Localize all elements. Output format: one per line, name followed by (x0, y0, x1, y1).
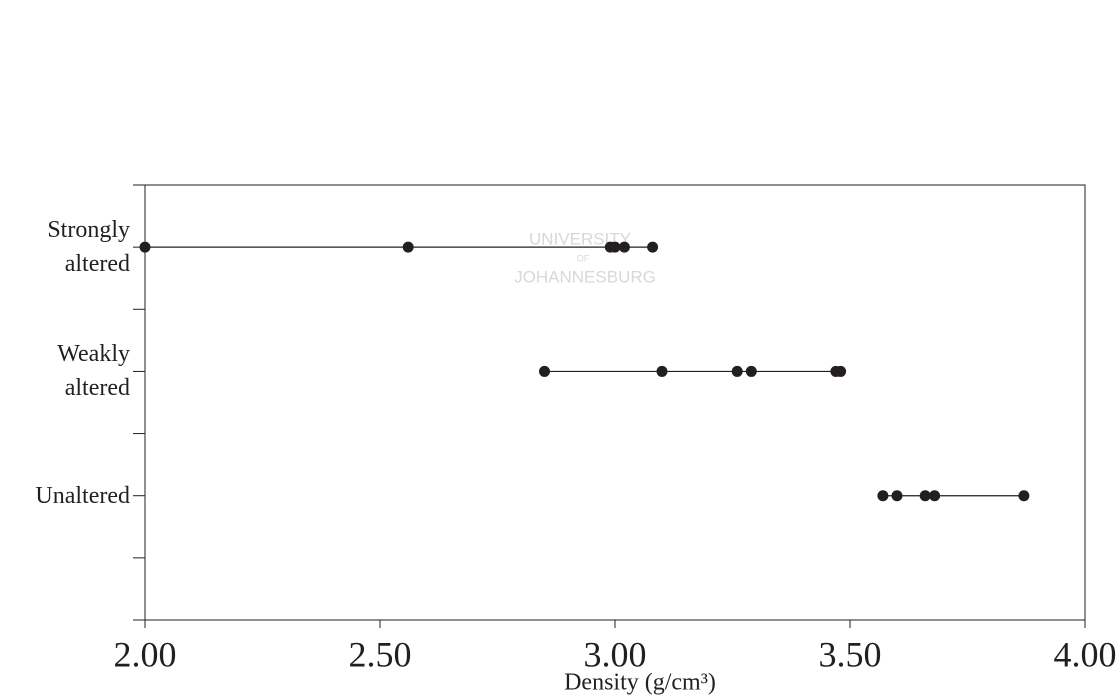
category-label: Strongly altered (47, 217, 130, 278)
data-point (402, 241, 414, 253)
data-point (647, 241, 659, 253)
data-point (731, 365, 743, 377)
data-point (877, 490, 889, 502)
x-tick-label: 3.50 (819, 634, 882, 674)
data-point (919, 490, 931, 502)
data-point (618, 241, 630, 253)
category-label: Weakly altered (57, 341, 130, 402)
data-point (539, 365, 550, 377)
data-point (139, 241, 151, 253)
x-tick-label: 3.00 (584, 634, 647, 674)
x-tick-label: 4.00 (1054, 634, 1117, 674)
data-point (929, 490, 941, 502)
data-point (891, 490, 903, 502)
x-axis-label: Density (g/cm³) (564, 670, 716, 696)
watermark: JOHANNESBURG (514, 267, 656, 286)
data-point (656, 365, 668, 377)
data-point (835, 365, 847, 377)
data-point (609, 241, 621, 253)
watermark: UNIVERSITY (529, 229, 631, 248)
watermark: OF (577, 253, 590, 263)
data-point (745, 365, 757, 377)
x-tick-label: 2.50 (349, 634, 412, 674)
data-point (1018, 490, 1030, 502)
x-tick-label: 2.00 (114, 634, 177, 674)
category-label: Unaltered (35, 482, 130, 509)
